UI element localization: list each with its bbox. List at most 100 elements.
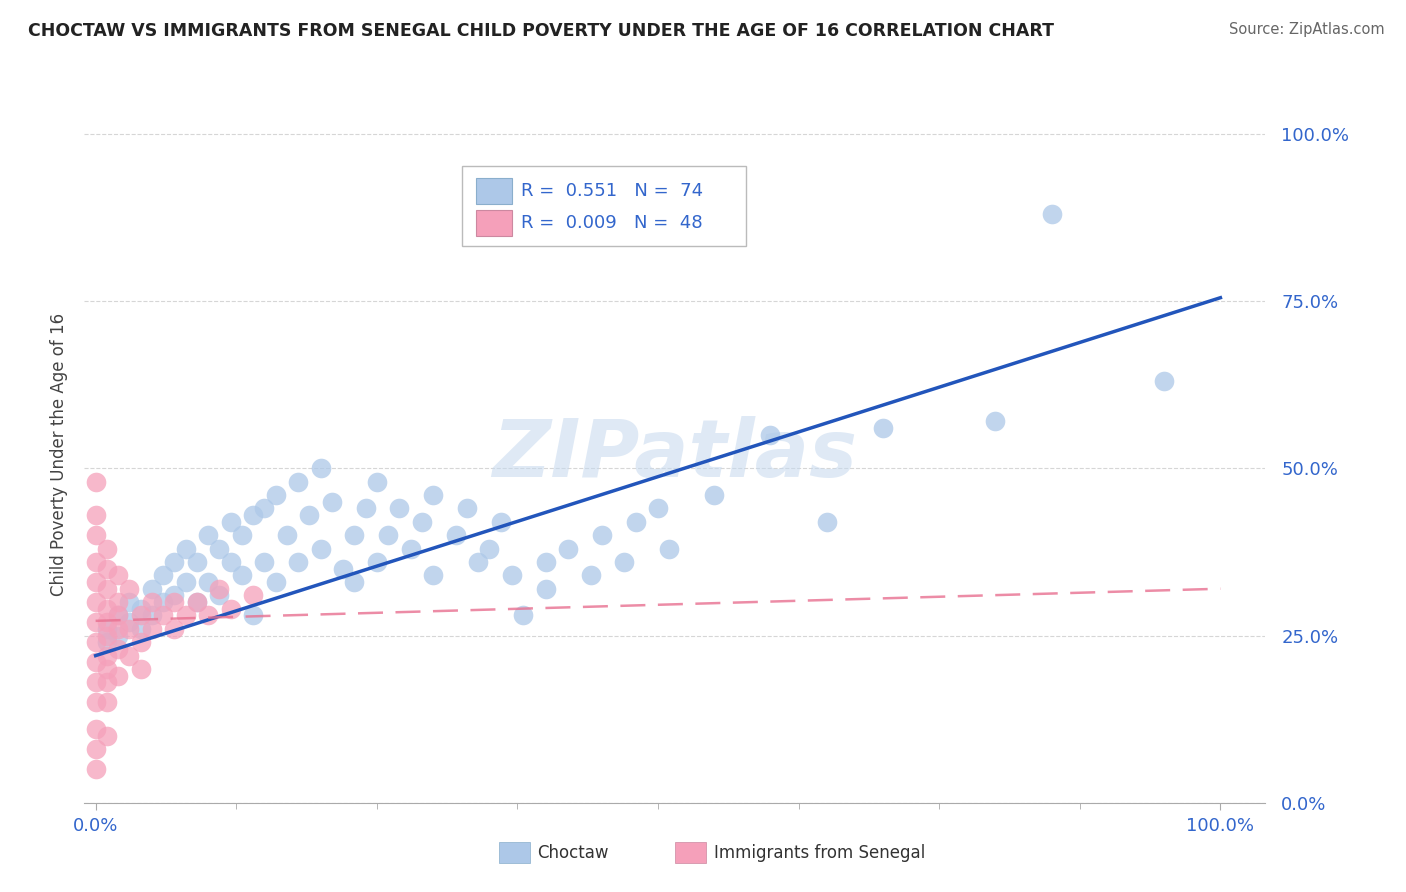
Point (84, 555, 107, 569)
Point (242, 508, 264, 523)
Point (411, 515, 433, 529)
Point (118, 582, 141, 596)
Point (264, 575, 287, 590)
Point (388, 501, 411, 516)
Text: Source: ZipAtlas.com: Source: ZipAtlas.com (1229, 22, 1385, 37)
Point (152, 568, 174, 582)
Point (84, 575, 107, 590)
Point (141, 622, 163, 636)
Point (96, 615, 118, 630)
Point (163, 589, 186, 603)
Point (107, 608, 129, 623)
Point (624, 515, 647, 529)
Point (96, 635, 118, 649)
Point (489, 515, 512, 529)
Point (467, 555, 489, 569)
Point (129, 602, 152, 616)
Point (1040, 207, 1063, 221)
Point (298, 508, 321, 523)
Point (107, 595, 129, 609)
Point (186, 555, 208, 569)
Point (84, 723, 107, 737)
Point (253, 555, 276, 569)
Point (118, 622, 141, 636)
Point (174, 608, 197, 623)
Point (366, 475, 388, 489)
Point (118, 615, 141, 630)
Point (197, 575, 219, 590)
Point (984, 415, 1007, 429)
Point (84, 675, 107, 690)
Point (141, 582, 163, 596)
Point (141, 608, 163, 623)
Point (96, 675, 118, 690)
Point (647, 501, 669, 516)
Point (129, 662, 152, 676)
Point (399, 541, 422, 556)
Text: ZIPatlas: ZIPatlas (492, 416, 858, 494)
Text: CHOCTAW VS IMMIGRANTS FROM SENEGAL CHILD POVERTY UNDER THE AGE OF 16 CORRELATION: CHOCTAW VS IMMIGRANTS FROM SENEGAL CHILD… (28, 22, 1054, 40)
Point (332, 562, 354, 576)
Point (84, 762, 107, 776)
Point (107, 608, 129, 623)
Point (84, 696, 107, 710)
Point (242, 589, 264, 603)
Point (219, 602, 242, 616)
Point (84, 615, 107, 630)
Point (287, 555, 309, 569)
Point (703, 488, 725, 502)
Point (354, 501, 377, 516)
Point (84, 742, 107, 756)
Point (197, 528, 219, 542)
Point (96, 622, 118, 636)
Point (96, 648, 118, 663)
Point (321, 494, 343, 508)
Point (287, 475, 309, 489)
Point (377, 528, 399, 542)
Point (96, 602, 118, 616)
FancyBboxPatch shape (477, 210, 512, 236)
Point (107, 568, 129, 582)
Point (343, 528, 366, 542)
Point (96, 729, 118, 743)
Text: R =  0.009   N =  48: R = 0.009 N = 48 (522, 214, 703, 232)
Point (579, 568, 602, 582)
Y-axis label: Child Poverty Under the Age of 16: Child Poverty Under the Age of 16 (49, 313, 67, 597)
Point (231, 568, 253, 582)
Point (343, 575, 366, 590)
Point (253, 501, 276, 516)
Point (534, 582, 557, 596)
Point (186, 595, 208, 609)
Point (197, 608, 219, 623)
Point (422, 488, 444, 502)
Text: Choctaw: Choctaw (537, 844, 609, 862)
Text: R =  0.551   N =  74: R = 0.551 N = 74 (522, 182, 703, 200)
Point (96, 628, 118, 642)
Point (96, 541, 118, 556)
Point (129, 622, 152, 636)
Point (163, 595, 186, 609)
Point (557, 541, 579, 556)
Point (872, 421, 894, 435)
Point (444, 528, 467, 542)
Point (219, 555, 242, 569)
Point (152, 595, 174, 609)
Point (96, 696, 118, 710)
Point (107, 622, 129, 636)
Point (456, 501, 478, 516)
Point (84, 508, 107, 523)
FancyBboxPatch shape (477, 178, 512, 204)
Point (84, 635, 107, 649)
Point (1153, 375, 1175, 389)
Point (174, 575, 197, 590)
Point (613, 555, 636, 569)
Point (129, 608, 152, 623)
Point (186, 595, 208, 609)
Point (163, 555, 186, 569)
Point (141, 595, 163, 609)
Point (96, 582, 118, 596)
Point (129, 635, 152, 649)
Point (84, 475, 107, 489)
Point (84, 655, 107, 669)
Point (96, 662, 118, 676)
